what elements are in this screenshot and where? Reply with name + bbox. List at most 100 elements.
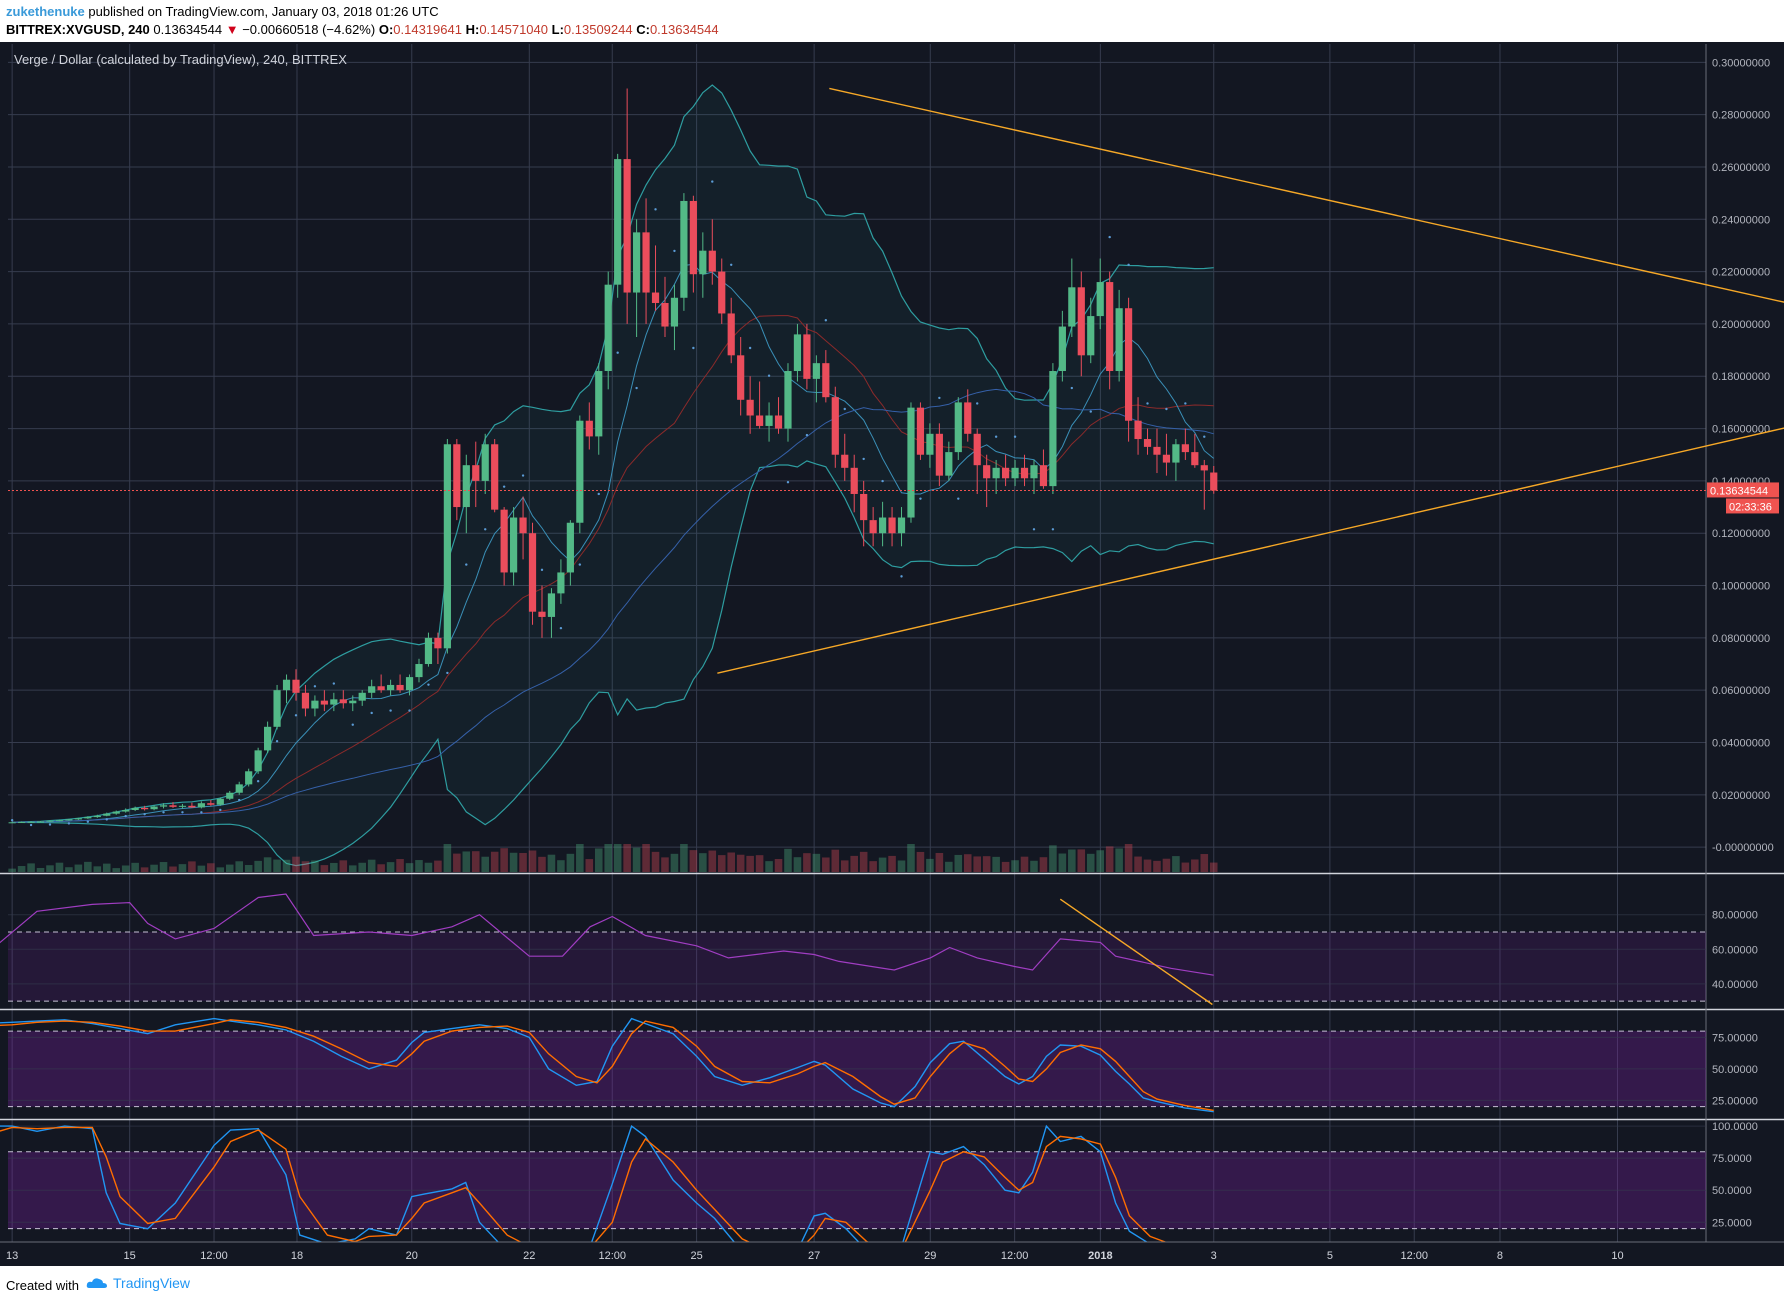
countdown-badge (1726, 498, 1779, 514)
time-tick-label: 12:00 (1400, 1250, 1428, 1262)
price-tick-label: 0.26000000 (1712, 162, 1770, 174)
volume-bar (282, 859, 291, 872)
candle-body (1210, 472, 1218, 491)
volume-bar (84, 861, 92, 872)
volume-bar (907, 844, 915, 872)
oscillator-tick-label: 75.0000 (1712, 1153, 1752, 1165)
tradingview-brand: TradingView (113, 1275, 191, 1291)
candle-body (226, 792, 234, 799)
candle-body (661, 302, 669, 327)
candle-body (84, 817, 92, 819)
volume-bar (46, 865, 54, 872)
sar-dot (521, 474, 525, 477)
rsi-band (8, 932, 1706, 1002)
candle-body (387, 684, 395, 691)
candle-body (349, 700, 357, 704)
volume-bar (36, 867, 45, 872)
candle-body (633, 232, 641, 293)
volume-bar (55, 862, 64, 872)
sar-dot (67, 822, 71, 825)
oscillator-tick-label: 60.00000 (1712, 944, 1758, 956)
volume-bar (396, 859, 404, 872)
candle-body (1143, 439, 1152, 447)
volume-bar (490, 851, 499, 872)
volume-bar (736, 854, 745, 872)
author-link[interactable]: zukethenuke (6, 4, 85, 19)
sar-dot (181, 811, 184, 814)
candle-body (472, 465, 480, 481)
time-tick-label: 10 (1611, 1250, 1623, 1262)
parabolic-sar (10, 180, 1206, 827)
volume-bar (216, 867, 225, 872)
candle-body (916, 407, 925, 455)
sar-dot (105, 818, 108, 821)
sar-dot (635, 386, 638, 390)
time-tick-label: 5 (1327, 1250, 1333, 1262)
candle-body (576, 420, 584, 523)
candle-body (822, 363, 830, 398)
oscillator-tick-label: 40.00000 (1712, 979, 1758, 991)
sar-dot (578, 563, 582, 566)
volume-bar (434, 860, 442, 872)
candle-body (756, 415, 764, 426)
volume-bar (169, 866, 177, 872)
candle-body (245, 771, 253, 785)
volume-bar (225, 864, 234, 872)
candle-body (699, 250, 707, 275)
candle-body (595, 371, 603, 437)
candle-body (273, 690, 281, 727)
candle-body (765, 415, 773, 426)
sar-dot (824, 319, 828, 322)
sar-dot (256, 780, 260, 783)
candle-body (188, 805, 196, 808)
candle-body (27, 821, 35, 823)
volume-bar (576, 844, 584, 872)
volume-bar (1209, 862, 1218, 872)
price-tick-label: -0.00000000 (1712, 842, 1774, 854)
volume-bar (916, 851, 925, 872)
sar-dot (10, 819, 14, 822)
sar-dot (143, 812, 146, 816)
sar-dot (502, 485, 506, 488)
candle-body (651, 292, 660, 303)
volume-bar (717, 855, 726, 872)
candle-body (538, 611, 546, 617)
candle-body (510, 517, 518, 573)
tradingview-logo[interactable]: TradingView (86, 1275, 190, 1291)
candle-body (604, 284, 612, 372)
ohlc-line: BITTREX:XVGUSD, 240 0.13634544 ▼ −0.0066… (6, 22, 719, 37)
price-tick-label: 0.16000000 (1712, 424, 1770, 436)
volume-bar (159, 862, 168, 872)
bollinger-fill (12, 85, 1214, 866)
sar-dot (86, 820, 90, 823)
stoch-rsi-pane-1: 75.00000 50.00000 25.00000 (0, 1017, 1758, 1113)
trendline (717, 427, 1784, 674)
volume-bar (1143, 859, 1152, 872)
candle-body (396, 684, 404, 691)
volume-bar (594, 848, 603, 872)
candle-body (122, 809, 130, 812)
oscillator-tick-label: 80.00000 (1712, 910, 1758, 922)
sar-dot (881, 479, 884, 483)
sar-dot (711, 180, 714, 183)
volume-bar (301, 861, 310, 872)
candle-body (850, 467, 858, 494)
volume-bar (1115, 848, 1123, 872)
sar-dot (124, 814, 127, 818)
volume-bar (982, 856, 991, 872)
footer: Created with TradingView (0, 1266, 1784, 1302)
volume-bar (897, 860, 906, 872)
candle-body (424, 637, 433, 665)
volume-bar (699, 853, 707, 872)
candle-body (926, 433, 934, 455)
sar-dot (332, 682, 336, 685)
sar-dot (427, 683, 430, 686)
volume-bar (585, 859, 594, 872)
stoch-d-line (0, 1126, 1214, 1253)
chart-canvas[interactable]: 0.30000000 0.28000000 0.26000000 0.24000000… (0, 42, 1784, 1266)
volume-bar (405, 863, 414, 872)
volume-bar (1172, 856, 1180, 872)
candle-body (103, 813, 111, 816)
candle-body (254, 750, 262, 772)
bollinger-upper (12, 84, 1214, 823)
